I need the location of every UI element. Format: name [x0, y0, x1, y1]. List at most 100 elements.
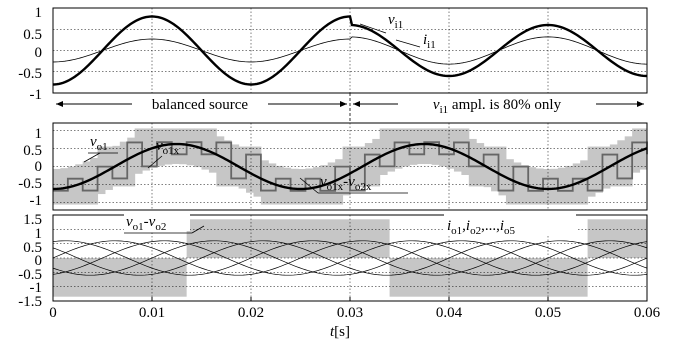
top-series-labels: vi1 ii1 [359, 12, 436, 51]
vo1x-vo2x-label-leader [299, 177, 319, 194]
top-ytick: 1 [35, 5, 43, 21]
vo1-pwm-band [498, 146, 507, 196]
vo1-pwm-band [119, 141, 128, 187]
label-mask [132, 95, 268, 112]
bottom-ytick: 0.5 [23, 240, 42, 256]
top-ytick: 0 [35, 45, 43, 61]
series-layer [52, 15, 648, 276]
vo1-pwm-band [342, 146, 351, 196]
arrowhead [340, 101, 347, 107]
vo1-pwm-band [171, 128, 180, 164]
vo1x-vo2x-line [52, 142, 648, 191]
middle-yticks: 1 0.5 0 -0.5 -1 [18, 126, 42, 209]
xtick: 0.05 [535, 305, 561, 321]
vo1-pwm-band [305, 168, 314, 205]
io-currents-label: io1,io2,...,io5 [447, 218, 516, 237]
vo1-vo2-band [389, 258, 588, 297]
xtick: 0.02 [238, 305, 264, 321]
vo1-pwm-band [424, 128, 433, 165]
vo1-pwm-band [290, 168, 299, 205]
io-current-line [52, 240, 648, 276]
label-mask [398, 95, 596, 112]
xtick: 0.06 [634, 305, 661, 321]
middle-series-labels: vo1 vo1x vo1x-vo2x [83, 134, 408, 194]
divider-annotation: balanced source vi1 ampl. is 80% only [56, 95, 644, 116]
vi1-label-leader [359, 23, 387, 34]
vo1-pwm-band [260, 160, 269, 205]
vo1-vo2-band [53, 258, 187, 297]
bottom-ytick: -0.5 [18, 267, 42, 283]
vo1-pwm-band [53, 168, 61, 205]
vo1-pwm-band [476, 143, 485, 187]
middle-ytick: -1 [30, 193, 43, 209]
top-ytick: -1 [30, 87, 43, 103]
reduced-amplitude-label: vi1 ampl. is 80% only [433, 97, 562, 116]
io-current-line [52, 240, 648, 276]
vo1-pwm-band [372, 138, 381, 187]
vo1-pwm-band [164, 128, 173, 165]
vo1-pwm-band [557, 167, 566, 205]
ii1-label-leader [395, 39, 421, 48]
frame-layer [52, 7, 648, 302]
balanced-source-label: balanced source [152, 97, 249, 113]
vo1-pwm-band [208, 128, 217, 173]
ii1-label: ii1 [423, 32, 436, 51]
bottom-ytick: -1 [30, 280, 43, 296]
vo1-pwm-band [379, 128, 388, 175]
vo1-pwm-band [186, 128, 195, 166]
vo1-pwm-band [82, 161, 91, 205]
bottom-series-labels: vo1-vo2 io1,io2,...,io5 [124, 214, 576, 237]
vo1-pwm-band [216, 136, 225, 187]
vo1-pwm-band [104, 146, 113, 190]
bottom-ytick: -1.5 [18, 294, 42, 310]
vo1-pwm-band [298, 169, 306, 205]
vo1-pwm-band [246, 146, 254, 193]
vi1-line [52, 15, 648, 86]
vo1-pwm-band [624, 136, 633, 187]
middle-ytick: -0.5 [18, 176, 42, 192]
middle-ytick: 1 [35, 126, 43, 142]
label-mask [124, 214, 190, 231]
vo1-pwm-band [491, 146, 499, 192]
middle-ytick: 0.5 [23, 143, 42, 159]
vo1-pwm-band [387, 128, 396, 172]
vo1-pwm-band [468, 138, 477, 187]
top-yticks: 1 0.5 0 -0.5 -1 [18, 5, 42, 103]
vo1-pwm-band [453, 128, 462, 172]
bottom-yticks: 1.5 1 0.5 0 -0.5 -1 -1.5 [18, 212, 42, 310]
vo1-pwm-band [528, 167, 537, 205]
vo1x-label: vo1x [156, 138, 180, 157]
xtick: 0.04 [436, 305, 463, 321]
vo1-pwm-band [335, 159, 344, 205]
vo1-label: vo1 [90, 134, 108, 153]
vo1-pwm-band [461, 128, 470, 175]
vo1-vo2-label: vo1-vo2 [126, 214, 166, 233]
middle-ytick: 0 [35, 159, 43, 175]
vo1-pwm-band [350, 146, 358, 192]
xtick: 0.01 [139, 305, 165, 321]
vo1-pwm-band [364, 143, 373, 187]
bottom-ytick: 0 [35, 253, 43, 269]
x-axis-label: t[s] [330, 324, 350, 340]
vo1-pwm-band [543, 169, 551, 205]
vo1-pwm-band [253, 146, 262, 197]
vo1-pwm-band [595, 146, 603, 193]
vo1-pwm-band [550, 168, 559, 205]
vo1-pwm-band [156, 128, 165, 166]
vo1-pwm-band [587, 146, 596, 197]
bottom-ytick: 1 [35, 226, 43, 242]
label-mask [444, 214, 576, 236]
vo1-pwm-band [535, 168, 544, 205]
vo1-pwm-band [409, 128, 418, 165]
vo1x-line [53, 141, 648, 192]
io-current-line [52, 240, 648, 276]
bottom-ytick: 1.5 [23, 212, 42, 228]
vo1-vo2-label-leader [191, 225, 205, 234]
vo1-vo2-band [186, 219, 390, 258]
vo1-pwm-band [179, 128, 188, 165]
vo1-pwm-band [632, 128, 641, 173]
panel-frame [52, 122, 648, 211]
io-current-line [52, 240, 648, 276]
io-current-line [52, 240, 648, 276]
